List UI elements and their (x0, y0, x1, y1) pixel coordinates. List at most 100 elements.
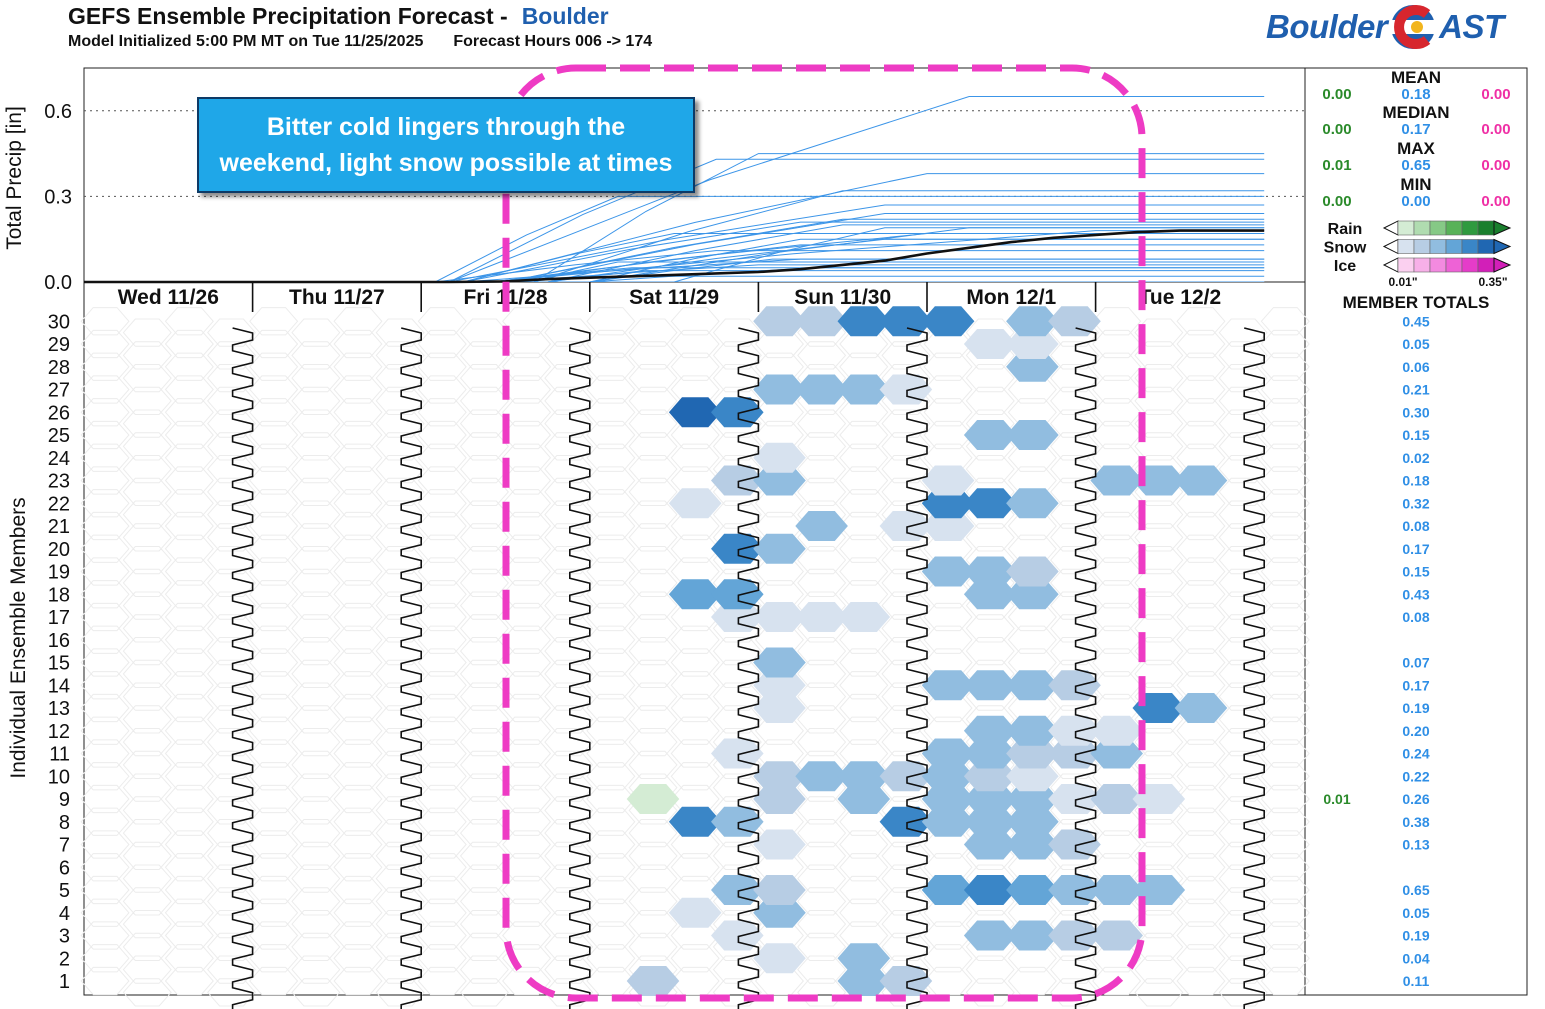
precip-cell (1048, 875, 1101, 905)
member-total-snow: 0.65 (1402, 882, 1429, 898)
legend-swatch (1397, 239, 1415, 254)
precip-cell (921, 306, 975, 337)
member-accum-line (84, 158, 1265, 282)
precip-cell (1048, 920, 1101, 951)
member-total-snow: 0.26 (1402, 791, 1429, 807)
stat-snow-value: 0.00 (1401, 193, 1430, 210)
member-label: 14 (48, 675, 70, 697)
precip-cell (795, 306, 848, 337)
member-total-snow: 0.05 (1402, 336, 1429, 352)
precip-cell (1174, 465, 1228, 496)
precip-cell (837, 374, 891, 405)
member-total-snow: 0.43 (1402, 586, 1429, 602)
precip-cell (795, 374, 848, 405)
member-total-snow: 0.17 (1402, 541, 1429, 557)
stat-snow-value: 0.65 (1401, 157, 1430, 174)
legend-swatch (1413, 239, 1431, 254)
precip-cell (753, 693, 806, 723)
member-total-snow: 0.15 (1402, 564, 1429, 580)
precip-cell (1006, 420, 1059, 450)
precip-cell (963, 715, 1017, 746)
precip-cell (1048, 784, 1101, 814)
member-label: 25 (48, 425, 70, 447)
precip-cell (1006, 784, 1059, 814)
precip-cell (753, 306, 806, 337)
member-label: 9 (59, 789, 70, 811)
top-y-axis-label: Total Precip [in] (3, 106, 26, 250)
member-accum-line (84, 173, 1265, 282)
precip-cell (1090, 920, 1143, 951)
member-accum-line (84, 264, 1265, 282)
day-divider-zigzag (400, 327, 422, 1009)
precip-cell (921, 738, 975, 769)
member-accum-line (84, 261, 1265, 282)
legend-swatch (1477, 220, 1495, 236)
precip-cell (795, 761, 848, 792)
member-accum-line (84, 270, 1265, 282)
member-label: 16 (48, 630, 70, 652)
member-total-snow: 0.45 (1402, 313, 1429, 329)
legend-low-arrow (1382, 220, 1399, 236)
stat-ice-value: 0.00 (1481, 193, 1510, 210)
hex-background-grid (80, 307, 1310, 1007)
member-label: 13 (48, 698, 70, 720)
precip-cell (1006, 829, 1059, 860)
member-label: 1 (59, 971, 70, 993)
stat-snow-value: 0.18 (1401, 86, 1430, 103)
precip-cell (879, 806, 933, 837)
precip-cell (1006, 715, 1059, 746)
member-label: 18 (48, 584, 70, 606)
legend-low-arrow (1382, 257, 1399, 273)
precip-cell (837, 602, 891, 632)
legend-type-label: Ice (1334, 258, 1356, 275)
member-accum-line (84, 232, 1265, 282)
stat-ice-value: 0.00 (1481, 121, 1510, 138)
precip-cell (753, 875, 806, 905)
precip-cell (837, 966, 891, 996)
legend-swatch (1445, 220, 1463, 236)
title-text: GEFS Ensemble Precipitation Forecast - (68, 3, 508, 29)
day-label: Wed 11/26 (118, 286, 219, 309)
stat-label: MEAN (1391, 68, 1441, 87)
member-label: 19 (48, 562, 70, 584)
precip-cell (879, 306, 933, 337)
stats-panel: MEAN 0.00 0.18 0.00 MEDIAN 0.00 0.17 0.00 MAX 0.0… (1322, 68, 1510, 210)
precip-cell (626, 784, 680, 814)
stat-label: MAX (1397, 139, 1435, 158)
member-label: 12 (48, 721, 70, 743)
day-divider-zigzag (1074, 327, 1097, 1009)
stat-rain-value: 0.00 (1322, 121, 1351, 138)
precip-cell (1006, 920, 1059, 951)
annotation-callout: Bitter cold lingers through the weekend, … (197, 97, 695, 193)
precip-cell (1006, 306, 1059, 337)
member-label: 24 (48, 448, 70, 470)
member-total-snow: 0.02 (1402, 450, 1429, 466)
colorado-flag-c-icon (1391, 5, 1436, 49)
logo-left-word: Boulder (1266, 8, 1388, 45)
member-total-snow: 0.18 (1402, 473, 1429, 489)
precip-cell (921, 465, 975, 496)
precip-cell (1006, 579, 1059, 610)
legend-swatch (1397, 257, 1415, 273)
stat-ice-value: 0.00 (1481, 86, 1510, 103)
precip-cell (963, 488, 1017, 519)
precip-cell (963, 329, 1017, 359)
legend-min-label: 0.01" (1388, 275, 1417, 289)
member-accum-line (84, 195, 1265, 282)
member-accum-line (84, 250, 1265, 282)
precip-cell (963, 556, 1017, 587)
precip-cell (1006, 351, 1059, 382)
annotation-line-1: Bitter cold lingers through the (266, 113, 626, 141)
member-totals-title: MEMBER TOTALS (1343, 293, 1490, 312)
precip-cell (963, 806, 1017, 837)
precip-cell (837, 761, 891, 792)
plot-frame (83, 67, 1306, 996)
member-total-snow: 0.08 (1402, 518, 1429, 534)
legend-swatch (1461, 220, 1479, 236)
member-label: 26 (48, 402, 70, 424)
stat-label: MEDIAN (1382, 103, 1449, 122)
member-total-snow: 0.19 (1402, 928, 1429, 944)
precip-cell (1006, 670, 1059, 701)
day-label: Mon 12/1 (966, 286, 1056, 309)
